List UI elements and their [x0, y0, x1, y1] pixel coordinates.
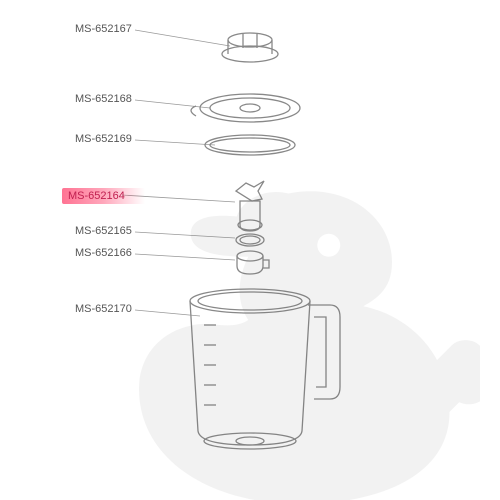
part-label-blade-cup: MS-652166	[75, 247, 132, 259]
part-label-cap: MS-652167	[75, 23, 132, 35]
part-label-blade-assembly: MS-652164	[62, 188, 145, 204]
part-label-seal-ring: MS-652169	[75, 133, 132, 145]
part-label-bowl: MS-652170	[75, 303, 132, 315]
part-label-blade-ring: MS-652165	[75, 225, 132, 237]
exploded-diagram-container: MS-652167 MS-652168 MS-652169 MS-652164 MS-6…	[0, 0, 500, 500]
part-label-lid: MS-652168	[75, 93, 132, 105]
